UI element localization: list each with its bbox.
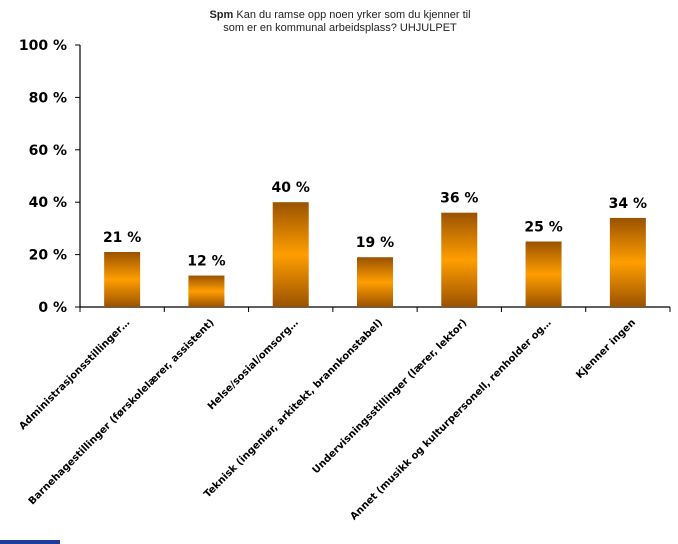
bar: [525, 241, 562, 307]
x-category-label: Helse/sosial/omsorg…: [206, 317, 301, 412]
bar-value-label: 19 %: [356, 235, 394, 251]
bar-value-label: 21 %: [103, 230, 141, 246]
y-tick-label: 80 %: [29, 90, 67, 106]
x-category-label: Undervisningsstillinger (lærer, lektor): [311, 317, 470, 476]
bar: [441, 212, 478, 307]
x-category-label: Barnehagestillinger (førskolelærer, assi…: [27, 317, 217, 507]
x-category-label: Kjenner ingen: [574, 317, 638, 381]
y-tick-label: 20 %: [29, 248, 67, 264]
bar: [188, 275, 225, 307]
chart-title-prefix: Spm: [209, 9, 234, 21]
bar-value-label: 34 %: [609, 196, 647, 212]
y-tick-label: 0 %: [38, 300, 67, 316]
bar-value-label: 12 %: [187, 254, 225, 270]
chart-title: Spm Kan du ramse opp noen yrker som du k…: [140, 9, 540, 35]
corner-accent: [0, 540, 60, 544]
chart-title-line-1: Kan du ramse opp noen yrker som du kjenn…: [236, 9, 471, 21]
bar-value-label: 25 %: [524, 220, 562, 236]
bar-value-label: 36 %: [440, 191, 478, 207]
x-category-label: Annet (musikk og kulturpersonell, renhol…: [348, 317, 553, 522]
y-tick-label: 60 %: [29, 143, 67, 159]
bar: [104, 251, 141, 307]
bar: [272, 202, 309, 307]
bar-value-label: 40 %: [272, 180, 310, 196]
bar: [357, 257, 393, 307]
y-tick-label: 40 %: [29, 195, 67, 211]
x-category-label: Teknisk (ingeniør, arkitekt, brannkonsta…: [202, 317, 385, 500]
bar: [609, 217, 646, 307]
chart-title-line-2: som er en kommunal arbeidsplass? UHJULPE…: [223, 22, 457, 34]
y-tick-label: 100 %: [19, 38, 67, 54]
